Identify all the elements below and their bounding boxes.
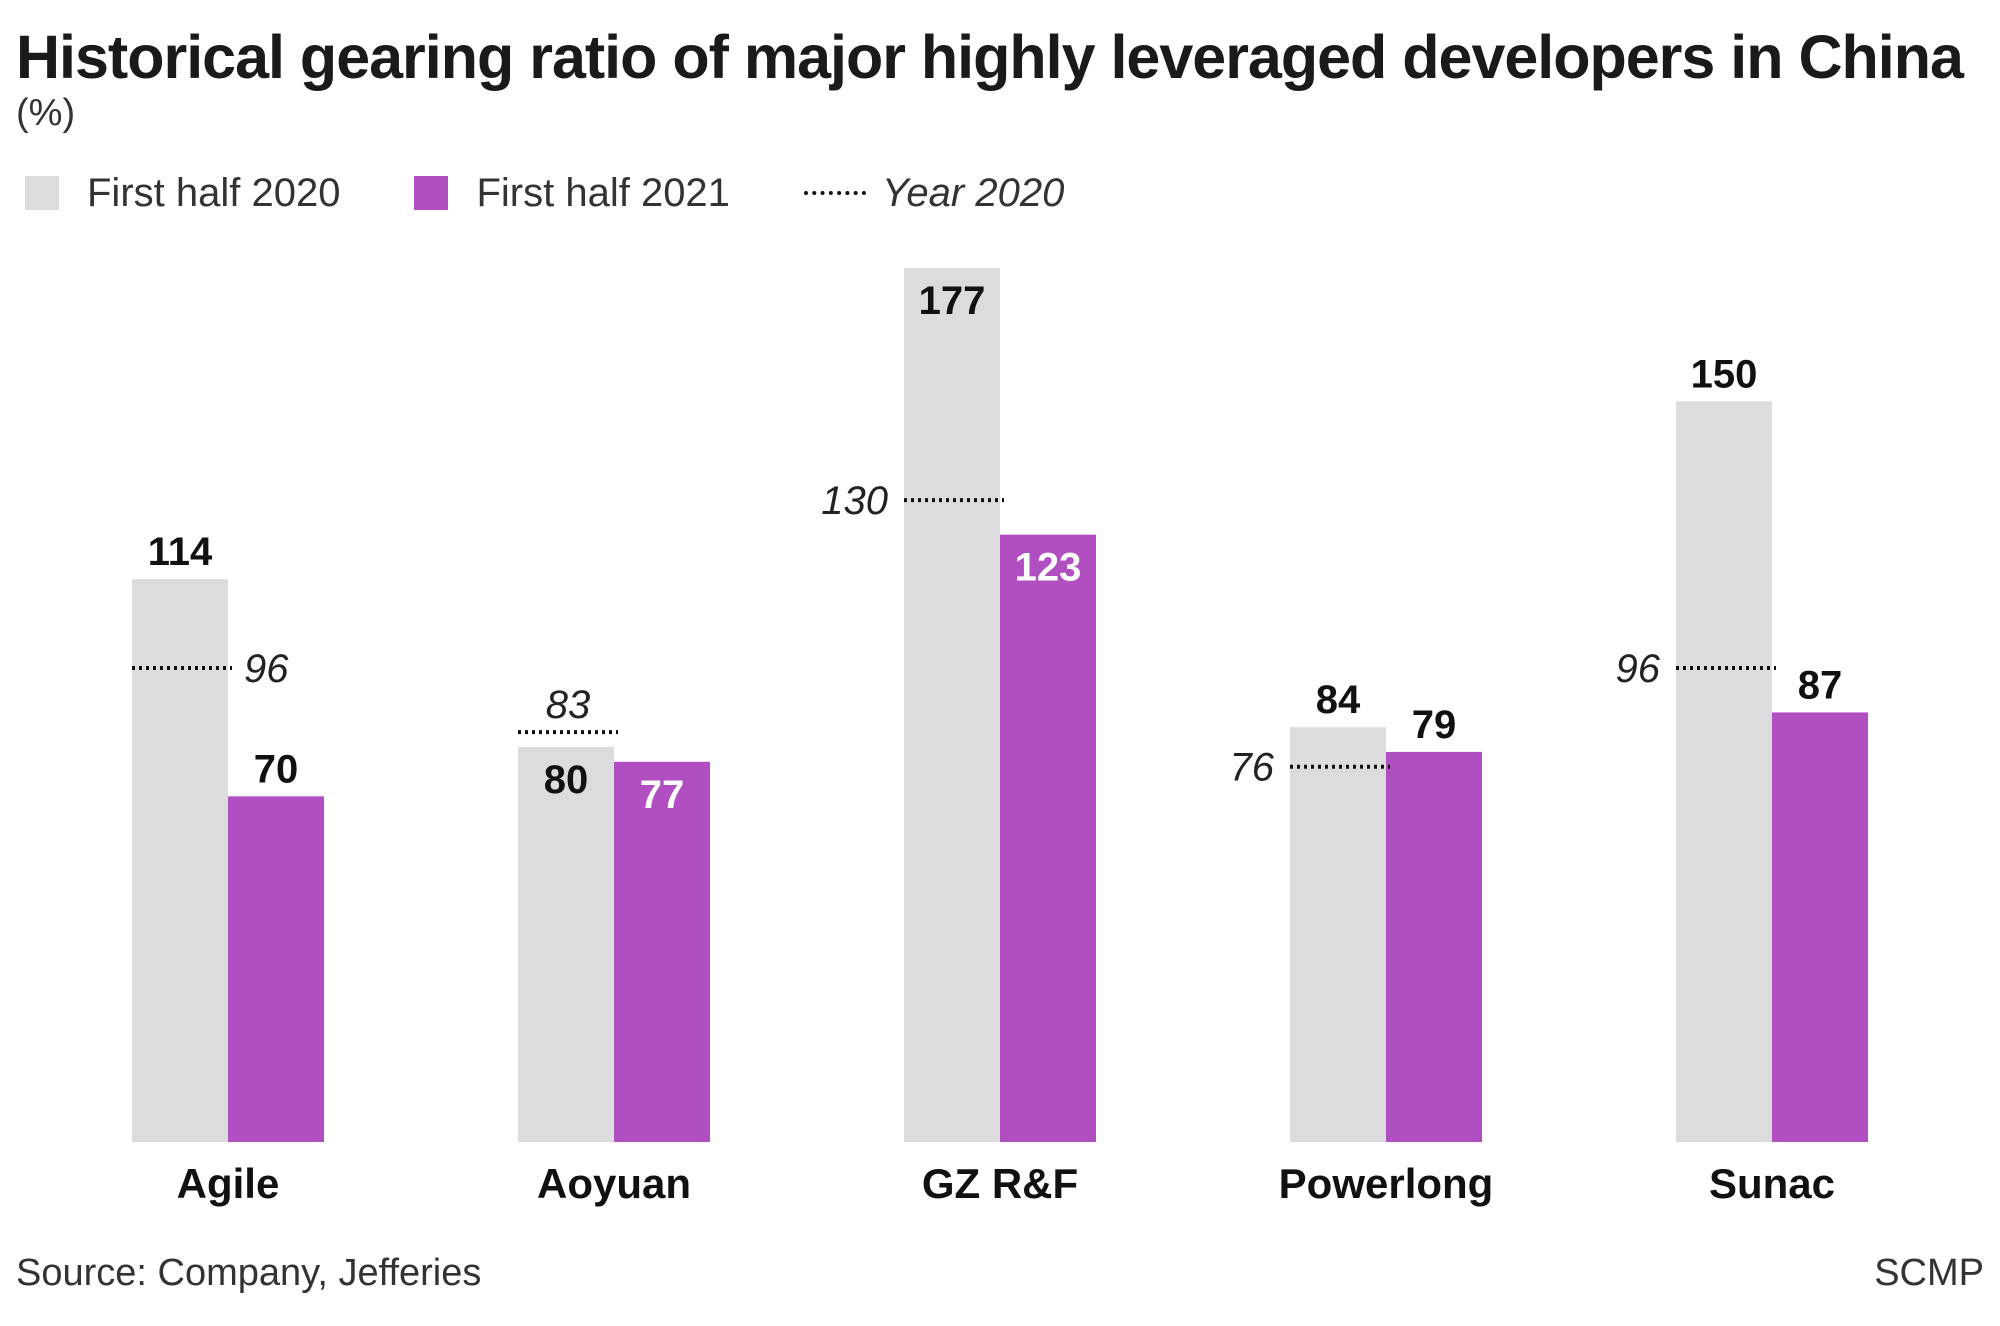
- legend-label-h1-2021: First half 2021: [476, 170, 730, 215]
- category-label-powerlong: Powerlong: [1279, 1160, 1494, 1207]
- unit-label: (%): [16, 92, 76, 134]
- category-label-agile: Agile: [177, 1160, 280, 1207]
- category-label-aoyuan: Aoyuan: [537, 1160, 691, 1207]
- bar-sunac-h1-2021: [1772, 712, 1868, 1142]
- marker-label-sunac: 96: [1616, 647, 1661, 691]
- value-label-powerlong-h1-2020: 84: [1316, 678, 1361, 722]
- marker-label-agile: 96: [244, 647, 289, 691]
- value-label-agile-h1-2020: 114: [148, 530, 213, 574]
- legend-swatch-h1-2020: [25, 176, 59, 210]
- bar-powerlong-h1-2021: [1386, 751, 1482, 1142]
- legend-dotted-line: [803, 191, 866, 195]
- legend-swatch-h1-2021: [414, 176, 449, 210]
- bar-agile-h1-2020: [132, 579, 228, 1142]
- marker-label-gz-r-f: 130: [821, 479, 888, 523]
- bar-sunac-h1-2020: [1676, 401, 1772, 1142]
- value-label-powerlong-h1-2021: 79: [1412, 703, 1457, 747]
- bar-gz-r-f-h1-2021: [1000, 534, 1096, 1142]
- marker-label-aoyuan: 83: [546, 683, 591, 727]
- category-label-gz-r-f: GZ R&F: [922, 1160, 1078, 1207]
- bar-powerlong-h1-2020: [1290, 727, 1386, 1142]
- value-label-agile-h1-2021: 70: [254, 747, 299, 791]
- legend-item-h1-2021: First half 2021: [414, 170, 730, 216]
- bar-agile-h1-2021: [228, 796, 324, 1142]
- legend-label-h1-2020: First half 2020: [87, 170, 341, 215]
- source-note: Source: Company, Jefferies: [16, 1252, 482, 1294]
- value-label-gz-r-f-h1-2020: 177: [919, 279, 986, 323]
- legend-item-year-2020: Year 2020: [803, 170, 1065, 216]
- bar-aoyuan-h1-2020: [518, 746, 614, 1142]
- category-label-sunac: Sunac: [1709, 1160, 1835, 1207]
- bar-aoyuan-h1-2021: [614, 761, 710, 1142]
- value-label-sunac-h1-2021: 87: [1798, 663, 1843, 707]
- value-label-aoyuan-h1-2020: 80: [544, 758, 589, 802]
- legend-label-year-2020: Year 2020: [881, 170, 1065, 215]
- marker-label-powerlong: 76: [1230, 746, 1275, 790]
- bar-gz-r-f-h1-2020: [904, 268, 1000, 1142]
- legend-item-h1-2020: First half 2020: [25, 171, 340, 216]
- credit-label: SCMP: [1874, 1252, 1984, 1294]
- legend: First half 2020 First half 2021 Year 202…: [25, 168, 1138, 218]
- value-label-sunac-h1-2020: 150: [1691, 352, 1758, 396]
- value-label-aoyuan-h1-2021: 77: [640, 773, 685, 817]
- chart-title: Historical gearing ratio of major highly…: [16, 23, 1964, 91]
- value-label-gz-r-f-h1-2021: 123: [1015, 546, 1082, 590]
